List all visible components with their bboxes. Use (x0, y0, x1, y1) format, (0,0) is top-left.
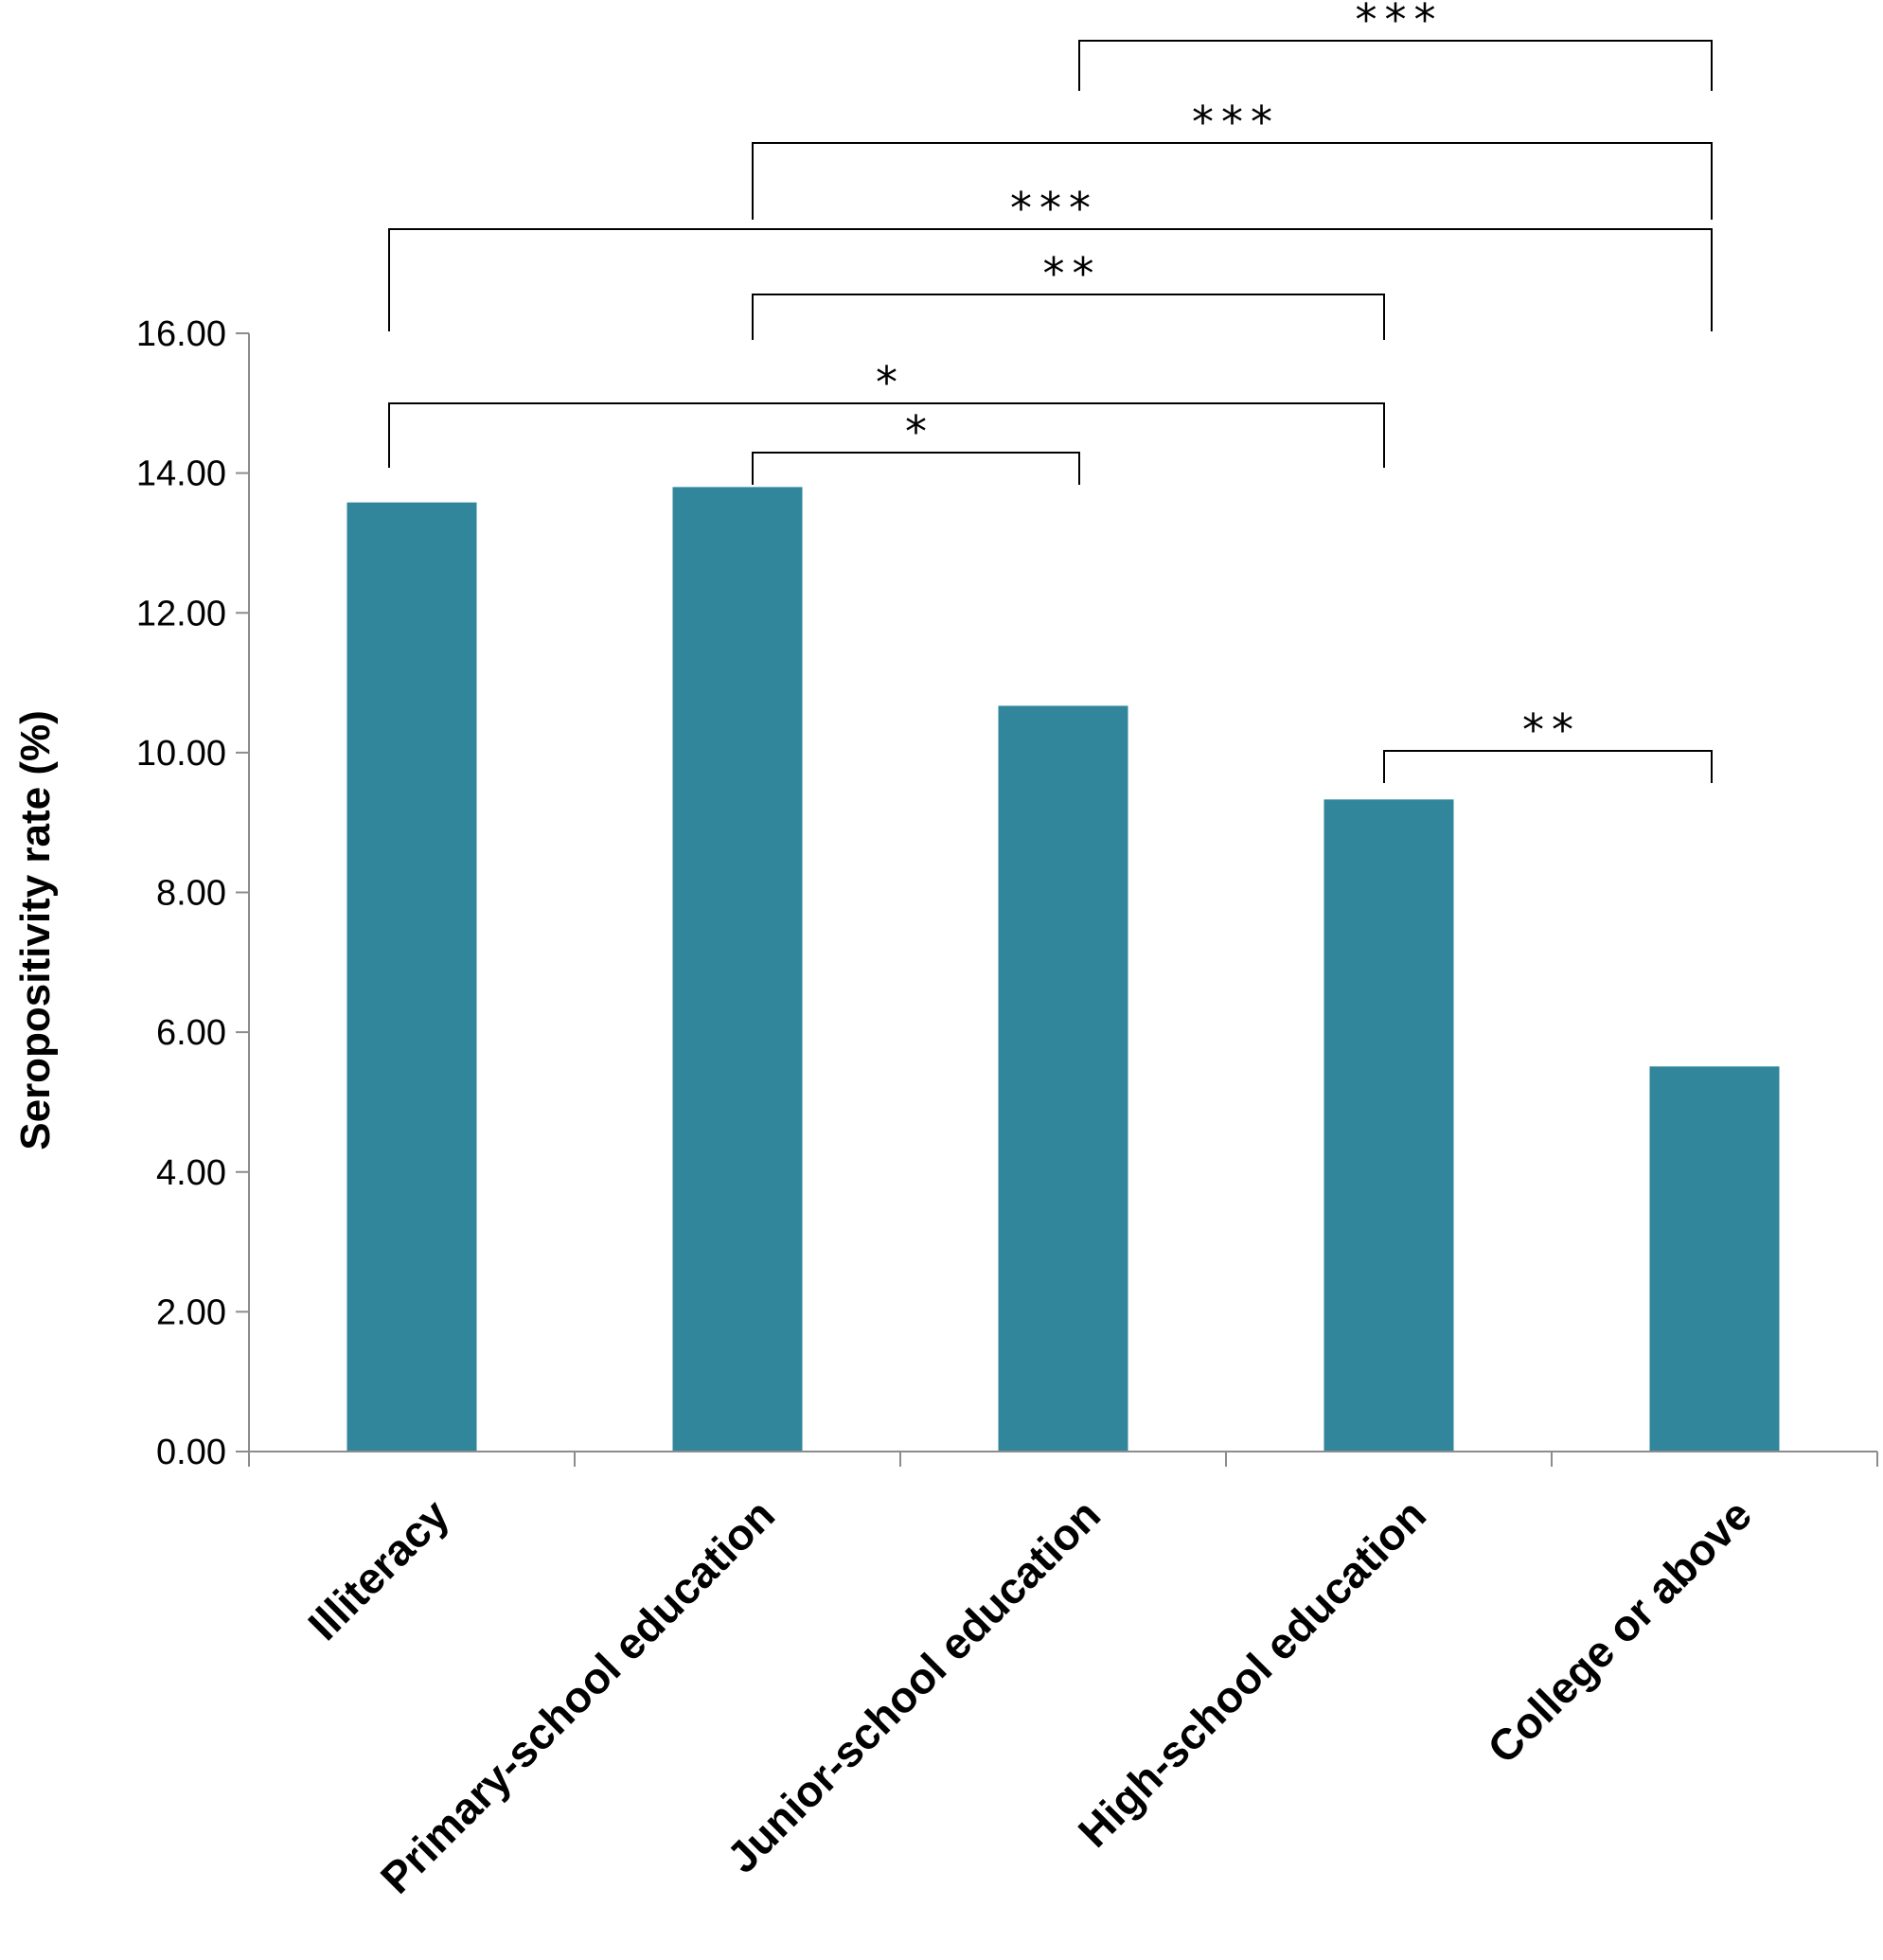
x-tick-label: Illiteracy (298, 1489, 458, 1649)
bars (346, 487, 1780, 1452)
significance-label: * (905, 406, 934, 457)
x-tick-label: Primary-school education (371, 1489, 784, 1902)
bar-1 (346, 502, 477, 1452)
y-tick-label: 0.00 (156, 1433, 226, 1472)
bar-2 (672, 487, 803, 1452)
significance-bracket (388, 228, 1713, 331)
y-tick-label: 14.00 (136, 454, 226, 494)
y-tick-label: 2.00 (156, 1292, 226, 1332)
significance-label: *** (1192, 97, 1280, 148)
y-tick-label: 8.00 (156, 874, 226, 914)
y-ticks: 0.00 2.00 4.00 6.00 8.00 10.00 12.00 14.00 16.00 (136, 314, 249, 1472)
significance-label: *** (1356, 0, 1444, 45)
y-tick-label: 16.00 (136, 314, 226, 354)
significance-label: * (876, 357, 905, 408)
x-tick-label: College or above (1478, 1489, 1761, 1773)
y-tick-label: 10.00 (136, 734, 226, 774)
significance-label: ** (1043, 248, 1102, 299)
y-axis-label: Seropositivity rate (%) (12, 710, 59, 1150)
bar-3 (998, 705, 1128, 1452)
significance-bracket (1383, 750, 1713, 783)
significance-bracket (752, 452, 1080, 485)
bar-4 (1323, 799, 1454, 1452)
x-tick-label: High-school education (1069, 1489, 1435, 1856)
significance-label: ** (1522, 704, 1581, 756)
significance-bracket (752, 294, 1385, 340)
significance-brackets: *************** (388, 0, 1713, 783)
x-tick-label: Junior-school education (718, 1489, 1110, 1881)
significance-bracket (1078, 40, 1713, 91)
significance-label: *** (1010, 183, 1098, 234)
bar-5 (1649, 1066, 1780, 1452)
y-tick-label: 12.00 (136, 594, 226, 633)
significance-bracket (752, 142, 1713, 220)
y-tick-label: 4.00 (156, 1153, 226, 1193)
y-tick-label: 6.00 (156, 1013, 226, 1053)
significance-bracket (388, 402, 1385, 468)
